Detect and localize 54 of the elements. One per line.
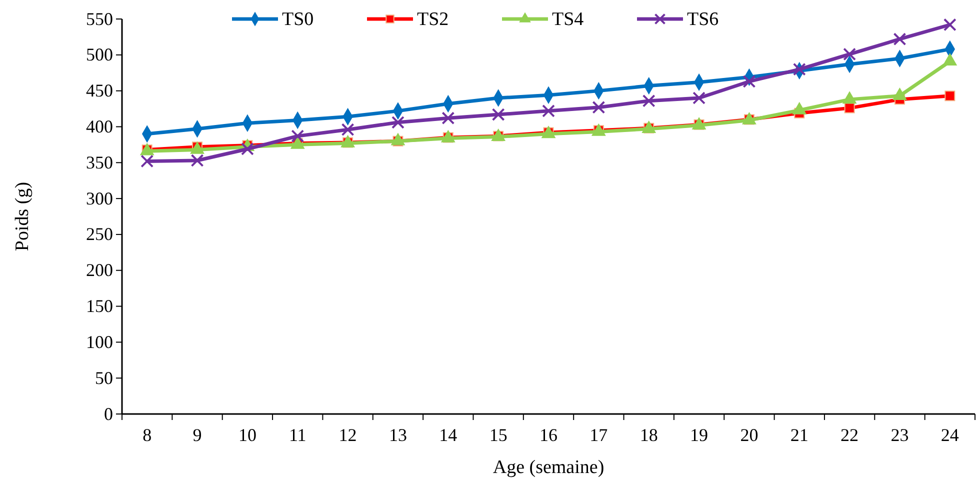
x-tick-label: 20 <box>740 425 758 445</box>
point <box>792 62 806 76</box>
x-tick-label: 21 <box>790 425 808 445</box>
y-tick-label: 300 <box>86 188 113 208</box>
y-tick-label: 400 <box>86 116 113 136</box>
x-tick-label: 23 <box>890 425 909 445</box>
x-tick-label: 19 <box>690 425 708 445</box>
y-tick-label: 550 <box>86 8 113 29</box>
y-tick-label: 500 <box>86 44 113 65</box>
x-tick-label: 15 <box>489 425 508 445</box>
legend-label: TS6 <box>687 9 719 30</box>
point <box>944 90 956 102</box>
point <box>542 104 555 118</box>
x-tick-label: 9 <box>192 425 202 445</box>
point <box>943 18 956 32</box>
y-tick-label: 250 <box>86 224 113 244</box>
x-tick-label: 22 <box>840 425 859 445</box>
x-tick-label: 16 <box>540 425 558 445</box>
legend-label: TS0 <box>282 9 314 30</box>
point <box>140 154 154 168</box>
point <box>642 94 656 108</box>
y-tick-label: 150 <box>86 296 113 316</box>
legend-label: TS4 <box>552 9 584 30</box>
legend-label: TS2 <box>417 9 449 30</box>
point <box>291 130 304 143</box>
point <box>442 112 455 125</box>
point <box>190 154 204 167</box>
point <box>492 108 505 121</box>
y-tick-label: 200 <box>86 260 113 280</box>
point <box>692 92 706 104</box>
x-tick-label: 17 <box>590 425 608 445</box>
x-tick-label: 10 <box>238 425 256 445</box>
y-tick-label: 100 <box>86 332 113 352</box>
x-axis-title: Age (semaine) <box>492 457 604 478</box>
x-tick-label: 24 <box>940 425 959 445</box>
x-tick-label: 12 <box>338 425 357 445</box>
x-tick-label: 18 <box>640 425 658 445</box>
point <box>341 123 354 136</box>
x-tick-label: 13 <box>388 425 407 445</box>
point <box>893 32 906 46</box>
point <box>742 75 756 88</box>
y-tick-label: 350 <box>86 152 113 172</box>
point <box>240 142 254 156</box>
point <box>391 116 404 129</box>
x-tick-label: 8 <box>142 425 152 445</box>
point <box>843 48 856 61</box>
x-tick-label: 11 <box>288 425 306 445</box>
point <box>592 100 606 114</box>
y-tick-label: 0 <box>104 404 113 424</box>
y-tick-label: 450 <box>86 80 113 101</box>
x-tick-label: 14 <box>439 425 458 445</box>
y-axis-title: Poids (g) <box>12 182 33 252</box>
point <box>844 102 855 114</box>
y-tick-label: 50 <box>95 368 113 388</box>
